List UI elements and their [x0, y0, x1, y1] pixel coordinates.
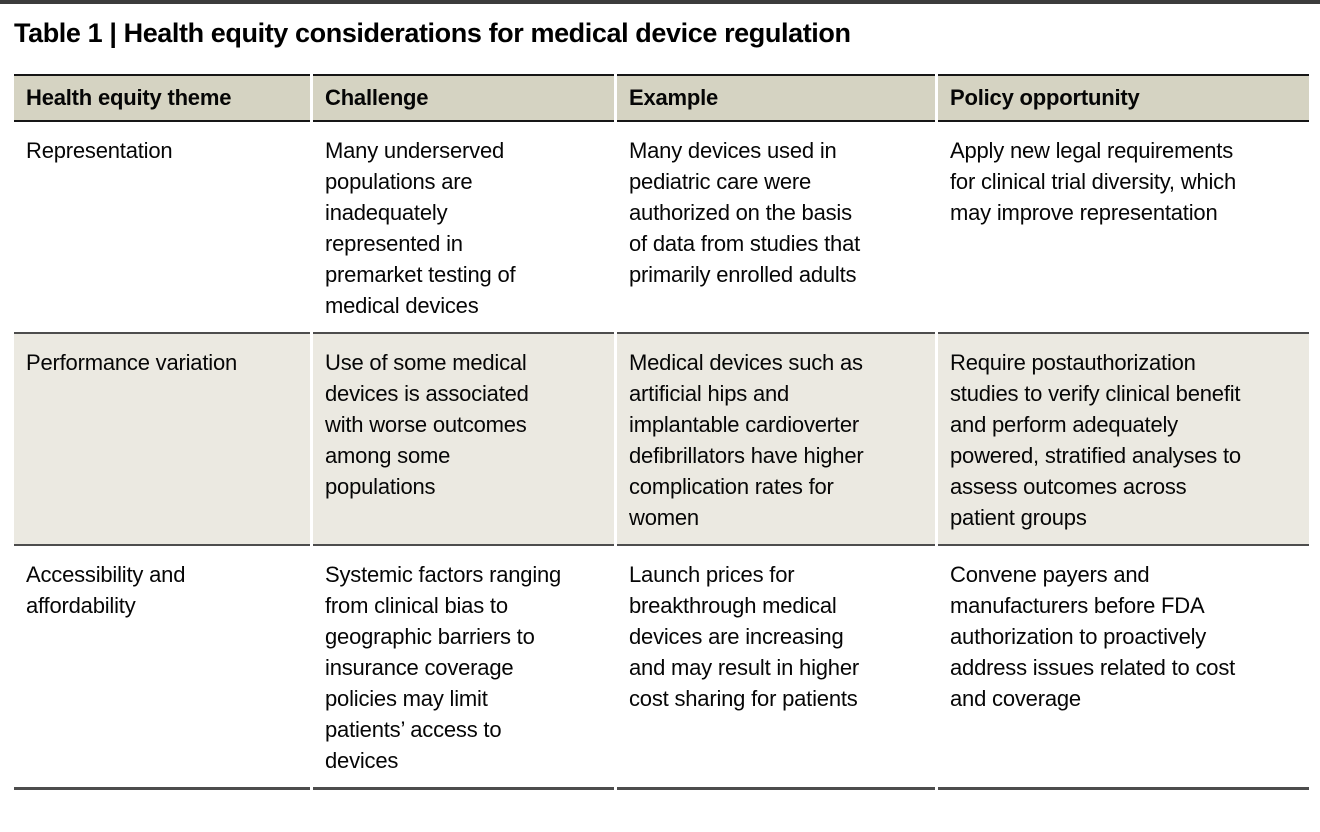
cell-policy: Apply new legal requirements for clinica… — [938, 122, 1309, 334]
table-row-accessibility-affordability: Accessibility and affordability Systemic… — [14, 546, 1309, 790]
cell-example: Launch prices for breakthrough medical d… — [617, 546, 935, 790]
table-row-performance-variation: Performance variation Use of some medica… — [14, 334, 1309, 546]
health-equity-table: Health equity theme Challenge Example Po… — [11, 74, 1312, 790]
header-row: Health equity theme Challenge Example Po… — [14, 74, 1309, 122]
table-title: Table 1 | Health equity considerations f… — [14, 18, 851, 48]
cell-challenge: Many underserved populations are inadequ… — [313, 122, 614, 334]
cell-policy: Convene payers and manufacturers before … — [938, 546, 1309, 790]
table-row-representation: Representation Many underserved populati… — [14, 122, 1309, 334]
page: Table 1 | Health equity considerations f… — [0, 0, 1320, 790]
cell-example: Medical devices such as artificial hips … — [617, 334, 935, 546]
cell-example: Many devices used in pediatric care were… — [617, 122, 935, 334]
cell-theme: Accessibility and affordability — [14, 546, 310, 790]
cell-theme: Performance variation — [14, 334, 310, 546]
column-header-challenge: Challenge — [313, 74, 614, 122]
column-header-example: Example — [617, 74, 935, 122]
cell-challenge: Systemic factors ranging from clinical b… — [313, 546, 614, 790]
cell-theme: Representation — [14, 122, 310, 334]
cell-challenge: Use of some medical devices is associate… — [313, 334, 614, 546]
column-header-theme: Health equity theme — [14, 74, 310, 122]
top-rule — [0, 0, 1320, 4]
cell-policy: Require postauthorization studies to ver… — [938, 334, 1309, 546]
column-header-policy: Policy opportunity — [938, 74, 1309, 122]
